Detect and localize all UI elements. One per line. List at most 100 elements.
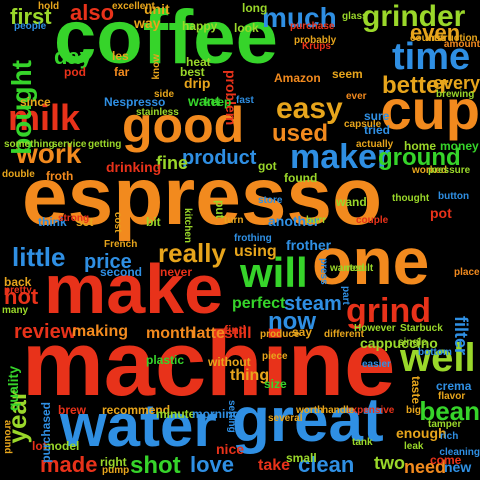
word-first: first (10, 4, 52, 29)
word-stainless: stainless (136, 107, 179, 118)
word-starbuck: Starbuck (400, 323, 443, 334)
word-wanted: wanted (330, 263, 365, 274)
word-also: also (70, 0, 115, 25)
word-capsule: capsule (344, 119, 382, 130)
word-size: size (264, 377, 287, 391)
word-press: press (318, 258, 329, 285)
word-filter: filter (451, 316, 471, 356)
word-cleaning: cleaning (439, 447, 480, 458)
word-thought: thought (392, 193, 430, 204)
word-review: review (14, 321, 77, 343)
word-little: little (12, 242, 66, 272)
word-tried: tried (364, 123, 391, 137)
word-seem: seem (332, 67, 363, 81)
word-nice: nice (216, 441, 245, 457)
word-way: way (134, 15, 161, 31)
word-glass: glass (342, 11, 368, 22)
word-many: many (2, 305, 29, 316)
word-two: two (374, 453, 405, 473)
word-better: better (382, 72, 449, 99)
word-piece: piece (262, 351, 288, 362)
word-something: something (4, 139, 55, 150)
word-easier: easier (362, 359, 391, 370)
word-perfect: perfect (232, 295, 286, 312)
word-turn: turn (224, 215, 244, 226)
word-pump: pump (102, 465, 130, 476)
word-brew: brew (58, 403, 87, 417)
word-krups: Krups (302, 41, 331, 52)
word-used: used (272, 120, 329, 147)
word-happy: happy (182, 19, 218, 33)
word-still: still (224, 325, 252, 342)
word-water: water (60, 392, 217, 459)
word-back: back (4, 275, 32, 289)
word-great: great (232, 386, 384, 455)
word-froth: froth (46, 169, 74, 183)
word-different: different (324, 329, 364, 340)
word-people: people (14, 21, 47, 32)
word-know: know (151, 54, 162, 80)
word-price: price (84, 251, 132, 273)
word-pretty: pretty (4, 285, 32, 296)
word-even: even (410, 20, 461, 45)
word-purchased: purchased (39, 402, 53, 463)
word-hot: hot (4, 284, 39, 309)
word-found: found (284, 171, 318, 185)
word-quality: quality (5, 366, 21, 412)
word-hold: hold (38, 1, 60, 12)
word-fast: fast (236, 95, 254, 106)
word-thing: thing (230, 367, 270, 384)
word-think: think (38, 215, 67, 229)
word-result: result (346, 263, 374, 274)
word-need: need (404, 457, 447, 477)
word-burr: burr (306, 215, 326, 226)
word-fine: fine (156, 153, 189, 173)
word-strong: strong (58, 213, 90, 224)
word-les: les (112, 49, 129, 63)
word-maker: maker (290, 138, 391, 176)
word-recommend: recommend (102, 403, 171, 417)
word-pressure: pressure (428, 165, 471, 176)
word-sure: sure (364, 109, 390, 123)
word-coffee: coffee (54, 0, 278, 80)
word-really: really (158, 238, 226, 268)
word-around: around (2, 420, 13, 454)
word-taste: taste (409, 376, 423, 405)
word-make: make (44, 250, 224, 328)
word-leak: leak (404, 441, 424, 452)
word-however: However (354, 323, 396, 334)
word-easy: easy (276, 92, 343, 125)
word-set: set (76, 215, 94, 229)
word-long: long (242, 1, 268, 15)
word-come: come (430, 453, 462, 467)
word-cappuccino: cappuccino (360, 335, 438, 351)
word-time: time (392, 36, 471, 78)
word-made: made (40, 452, 98, 477)
word-place: place (454, 267, 480, 278)
word-ground: ground (378, 144, 461, 171)
word-expensive: expensive (346, 405, 395, 416)
word-part: part (340, 286, 351, 305)
word-kitchen: kitchen (182, 208, 193, 244)
word-drip: drip (184, 75, 211, 91)
word-grinder: grinder (362, 0, 466, 33)
word-heat: heat (186, 55, 211, 69)
word-bottom: bottom (418, 347, 452, 358)
word-latte: latte (192, 325, 225, 342)
word-french: French (104, 239, 138, 250)
word-love: love (190, 452, 235, 477)
word-will: will (240, 249, 308, 296)
word-flavor: flavor (438, 391, 466, 402)
word-work: work (16, 138, 82, 169)
word-amazon: Amazon (274, 71, 321, 85)
word-nespresso: Nespresso (104, 95, 166, 109)
word-button: button (438, 191, 470, 202)
word-since: since (20, 95, 51, 109)
word-frothing: frothing (234, 233, 272, 244)
word-big: big (406, 405, 421, 416)
word-cost: cost (112, 212, 123, 233)
word-enough: enough (396, 425, 447, 441)
word-bean: bean (419, 396, 480, 426)
word-using: using (234, 243, 277, 260)
